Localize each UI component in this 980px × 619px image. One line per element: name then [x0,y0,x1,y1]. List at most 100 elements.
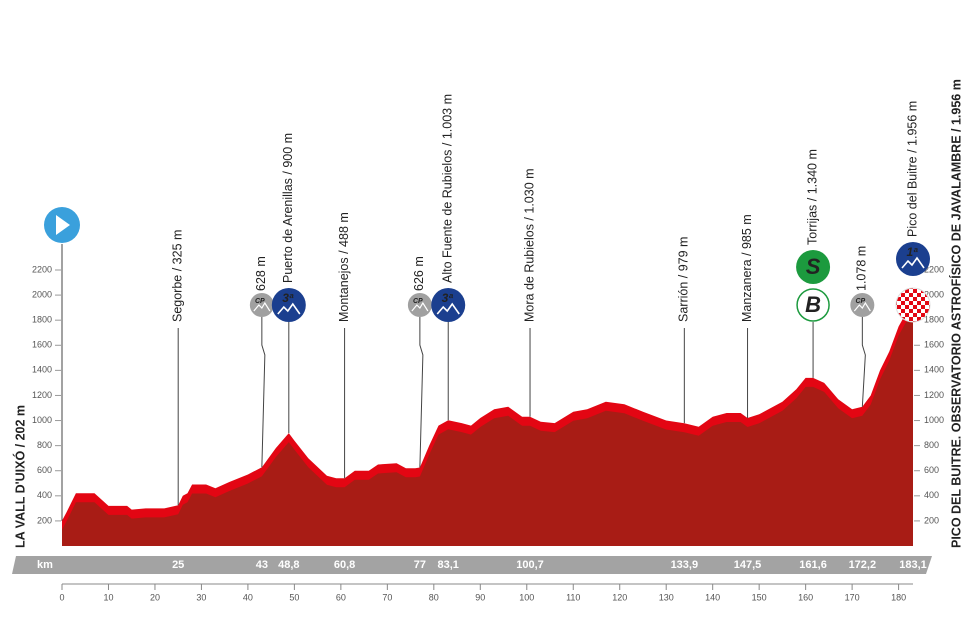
profile-area [62,309,913,546]
waypoint-km: 133,9 [671,559,699,571]
x-tick-label: 120 [612,592,627,602]
x-tick-label: 50 [289,592,299,602]
waypoint-km: 161,6 [799,559,827,571]
y-tick-label: 2200 [32,264,52,274]
x-tick-label: 70 [382,592,392,602]
waypoint-label: Puerto de Arenillas / 900 m [281,133,295,283]
y-tick-label: 1400 [32,365,52,375]
x-tick-label: 180 [891,592,906,602]
category-icon [271,288,306,322]
km-band [12,556,932,574]
bonus-icon [796,288,830,322]
cp-mountain [253,301,271,312]
y-tick-label-right: 800 [924,440,939,450]
waypoint-km: 77 [414,559,426,571]
sprint-icon [796,250,831,284]
waypoint-label: 1.078 m [855,246,869,291]
y-tick-label: 200 [37,515,52,525]
category-mountain [901,256,925,269]
start-arrow [56,215,70,235]
waypoint-line [419,317,424,468]
y-tick-label-right: 1200 [924,390,944,400]
waypoint-km: 183,1 [899,559,927,571]
y-tick-label-right: 400 [924,490,939,500]
finish-icon [895,287,931,323]
waypoint-km: 83,1 [438,559,459,571]
category-text: 1ª [906,245,918,259]
waypoint-label: Torrijas / 1.340 m [805,149,819,245]
category-mountain [436,302,460,315]
icon: B [796,288,830,322]
cp-text: CP [255,298,265,305]
x-tick-label: 90 [475,592,485,602]
waypoint-km: 60,8 [334,559,355,571]
category-mountain [277,302,301,315]
cp-icon [407,293,432,317]
waypoint-label: Mora de Rubielos / 1.030 m [522,168,536,322]
category-text: 3ª [442,291,454,305]
y-tick-label-right: 2000 [924,289,944,299]
y-tick-label-right: 2200 [924,264,944,274]
x-tick-label: 20 [150,592,160,602]
icon: 3ª [271,288,306,322]
y-tick-label-right: 1400 [924,365,944,375]
start-label: LA VALL D'UIXÓ / 202 m [12,405,27,548]
waypoint-line [261,317,266,468]
waypoint-km: 43 [256,559,268,571]
cp-icon [850,293,875,317]
icon: 1ª [896,242,930,276]
x-tick-label: 80 [429,592,439,602]
category-icon [896,242,930,276]
icon: CP [850,293,875,317]
x-tick-label: 150 [752,592,767,602]
waypoint-label: Pico del Buitre / 1.956 m [905,101,919,237]
y-tick-label: 1600 [32,340,52,350]
waypoint-km: 172,2 [849,559,877,571]
icon: CP [249,293,274,317]
waypoint-km: 100,7 [516,559,544,571]
x-tick-label: 30 [196,592,206,602]
waypoint-label: Segorbe / 325 m [170,230,184,322]
x-tick-label: 10 [103,592,113,602]
x-tick-label: 100 [519,592,534,602]
icon: CP [407,293,432,317]
waypoint-label: Montanejos / 488 m [337,212,351,322]
y-tick-label-right: 1600 [924,340,944,350]
y-tick-label: 2000 [32,289,52,299]
x-tick-label: 170 [845,592,860,602]
x-tick-label: 140 [705,592,720,602]
waypoint-label: Sarrión / 979 m [677,237,691,322]
category-text: 3ª [282,291,294,305]
y-tick-label: 1800 [32,315,52,325]
bonus-text: B [805,292,821,317]
waypoint-label: Alto Fuente de Rubielos / 1.003 m [441,94,455,283]
cp-text: CP [855,298,865,305]
y-tick-label: 800 [37,440,52,450]
cp-text: CP [413,298,423,305]
x-unit: km [37,559,53,571]
waypoint-label: 626 m [412,256,426,291]
y-tick-label-right: 1800 [924,315,944,325]
x-tick-label: 160 [798,592,813,602]
x-tick-label: 40 [243,592,253,602]
waypoint-label: 628 m [254,256,268,291]
waypoint-km: 147,5 [734,559,762,571]
waypoint-km: 48,8 [278,559,299,571]
x-tick-label: 60 [336,592,346,602]
y-tick-label: 1000 [32,415,52,425]
waypoint-label: Manzanera / 985 m [740,214,754,322]
cp-icon [249,293,274,317]
y-tick-label: 1200 [32,390,52,400]
y-tick-label: 600 [37,465,52,475]
icon: 3ª [431,288,466,322]
waypoint-line [861,317,866,407]
y-tick-label: 400 [37,490,52,500]
x-tick-label: 130 [659,592,674,602]
cp-mountain [411,301,429,312]
sprint-text: S [806,254,821,279]
category-icon [431,288,466,322]
icon [895,287,931,323]
waypoint-km: 25 [172,559,184,571]
y-tick-label-right: 1000 [924,415,944,425]
